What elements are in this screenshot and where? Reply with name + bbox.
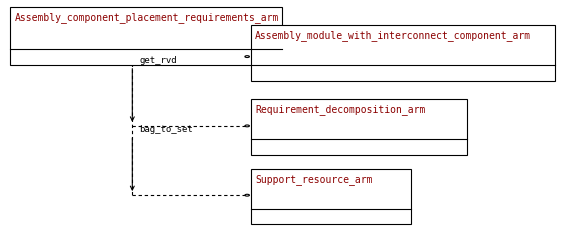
Text: get_rvd: get_rvd <box>139 56 177 65</box>
Bar <box>251 99 467 155</box>
Bar <box>251 169 411 224</box>
Circle shape <box>245 56 249 58</box>
Circle shape <box>245 125 249 127</box>
Bar <box>10 7 282 65</box>
Text: bag_to_set: bag_to_set <box>139 125 193 134</box>
Bar <box>251 25 555 81</box>
Text: Assembly_component_placement_requirements_arm: Assembly_component_placement_requirement… <box>15 12 279 23</box>
Circle shape <box>245 194 249 196</box>
Text: Assembly_module_with_interconnect_component_arm: Assembly_module_with_interconnect_compon… <box>255 30 531 41</box>
Text: Support_resource_arm: Support_resource_arm <box>255 174 373 185</box>
Text: Requirement_decomposition_arm: Requirement_decomposition_arm <box>255 104 426 115</box>
